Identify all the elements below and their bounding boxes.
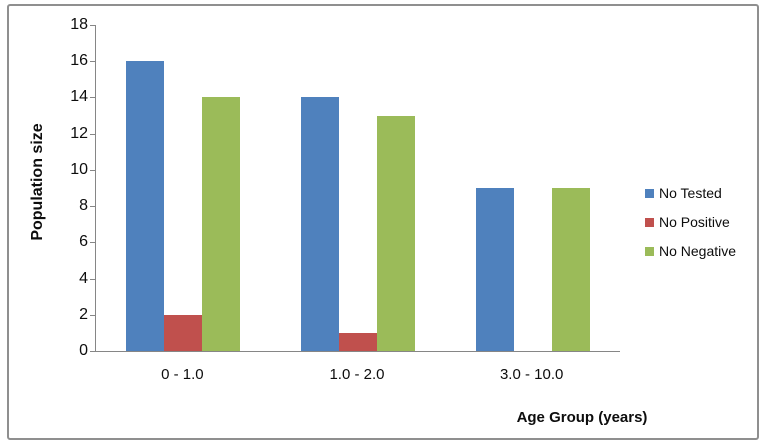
legend-label: No Negative [659, 243, 737, 259]
y-tick-mark [90, 242, 95, 244]
y-tick-label: 14 [70, 88, 88, 106]
y-tick-label: 0 [79, 342, 88, 359]
legend-swatch-icon [645, 217, 654, 227]
y-tick-label: 8 [79, 197, 88, 215]
y-tick-label: 12 [70, 124, 88, 142]
x-tick-label: 3.0 - 10.0 [499, 366, 564, 383]
bar-no-negative-group-2 [377, 115, 415, 351]
y-tick-label: 10 [70, 160, 88, 178]
y-tick-label: 4 [79, 269, 88, 287]
y-tick-mark [90, 169, 95, 171]
legend-label: No Positive [659, 214, 730, 230]
legend-swatch-icon [645, 188, 654, 198]
x-tick-label: 1.0 - 2.0 [329, 366, 385, 383]
legend-item-no-negative: No Negative [645, 244, 736, 258]
legend-item-no-tested: No Tested [645, 186, 736, 200]
bar-no-tested-group-2 [301, 97, 339, 351]
bar-no-positive-group-2 [339, 332, 377, 351]
y-tick-mark [90, 351, 95, 352]
legend-label: No Tested [659, 185, 722, 201]
y-tick-mark [90, 133, 95, 135]
y-tick-mark [90, 206, 95, 208]
y-tick-mark [90, 97, 95, 99]
plot-area [95, 25, 620, 352]
y-tick-label: 6 [79, 233, 88, 251]
y-tick-label: 18 [70, 16, 88, 33]
y-tick-mark [90, 61, 95, 63]
bar-no-tested-group-3 [475, 188, 514, 351]
x-axis-title: Age Group (years) [516, 409, 648, 426]
bar-no-negative-group-1 [202, 97, 241, 351]
bar-no-positive-group-1 [164, 314, 203, 351]
legend-item-no-positive: No Positive [645, 215, 736, 229]
y-tick-mark [90, 314, 95, 316]
legend: No Tested No Positive No Negative [645, 186, 736, 273]
y-tick-mark [90, 25, 95, 26]
x-tick-label: 0 - 1.0 [161, 366, 204, 383]
y-tick-label: 16 [70, 52, 88, 70]
y-tick-label: 2 [79, 305, 88, 323]
bar-no-tested-group-1 [126, 61, 165, 351]
bar-no-negative-group-3 [551, 188, 590, 351]
y-tick-mark [90, 278, 95, 280]
legend-swatch-icon [645, 246, 654, 256]
